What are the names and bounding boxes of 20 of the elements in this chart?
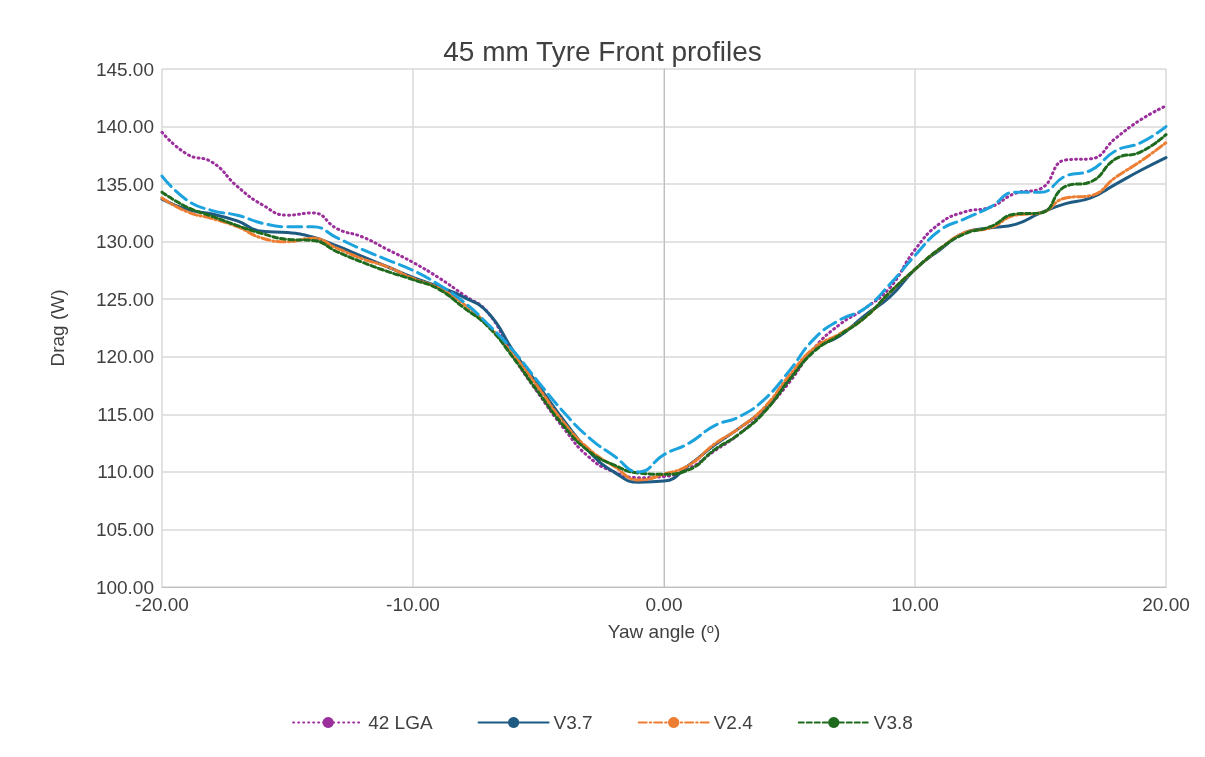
- x-tick-label: -10.00: [386, 594, 440, 615]
- legend-label: 42 LGA: [368, 712, 433, 733]
- x-axis-title: Yaw angle (ᵒ): [607, 621, 721, 642]
- legend-label: V3.8: [873, 712, 913, 733]
- y-axis-title: Drag (W): [47, 289, 68, 367]
- x-tick-label: 0.00: [645, 594, 683, 615]
- y-tick-label: 125.00: [95, 288, 154, 310]
- legend-label: V3.7: [553, 712, 593, 733]
- x-tick-label: 10.00: [891, 594, 939, 615]
- y-tick-label: 145.00: [95, 58, 154, 80]
- y-tick-label: 110.00: [97, 461, 154, 483]
- chart-title: 45 mm Tyre Front profiles: [443, 35, 762, 67]
- y-tick-label: 135.00: [95, 173, 154, 195]
- y-tick-label: 105.00: [95, 518, 154, 540]
- y-tick-label: 130.00: [95, 231, 154, 253]
- legend-label: V2.4: [713, 712, 754, 733]
- x-tick-label: 20.00: [1142, 594, 1190, 615]
- y-tick-label: 140.00: [95, 116, 154, 138]
- y-tick-label: 120.00: [95, 346, 154, 368]
- y-tick-label: 115.00: [97, 403, 154, 425]
